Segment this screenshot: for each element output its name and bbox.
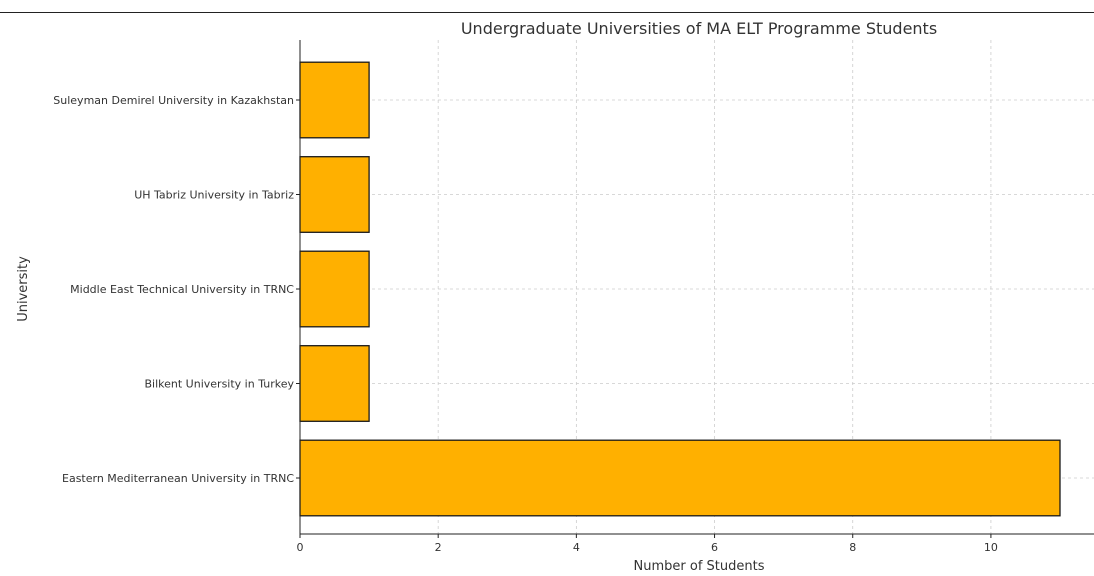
y-tick-label-1: Bilkent University in Turkey [145,378,295,391]
chart-title: Undergraduate Universities of MA ELT Pro… [461,19,937,38]
x-axis-label: Number of Students [634,559,765,572]
bar-4 [299,61,370,139]
bar-0 [299,439,1061,517]
y-tick-label-0: Eastern Mediterranean University in TRNC [62,472,294,485]
top-rule [0,12,1094,13]
x-tick-label-5: 10 [984,541,998,554]
bar-2 [299,250,370,328]
x-tick-label-0: 0 [297,541,304,554]
x-tick-label-1: 2 [435,541,442,554]
y-tick-label-4: Suleyman Demirel University in Kazakhsta… [53,94,294,107]
x-tick-label-4: 8 [849,541,856,554]
axes: 0 2 4 6 8 10 Eastern Mediterranean University … [53,40,1094,554]
bar-1 [299,345,370,422]
y-axis-label: University [16,256,31,322]
labels: Undergraduate Universities of MA ELT Pro… [16,19,937,574]
y-tick-label-2: Middle East Technical University in TRNC [70,283,294,296]
x-tick-label-3: 6 [711,541,718,554]
y-tick-label-3: UH Tabriz University in Tabriz [134,189,294,202]
x-tick-label-2: 4 [573,541,580,554]
bar-3 [299,156,370,233]
